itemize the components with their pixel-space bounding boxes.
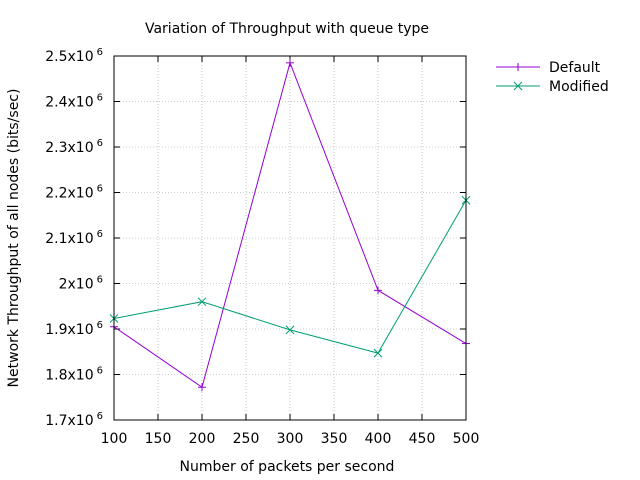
data-point-modified [373,348,383,358]
y-tick-label: 2.3x10 6 [45,138,103,156]
plot-area-border [113,55,467,421]
x-tick-label: 500 [453,431,480,447]
x-tick-label: 300 [277,431,304,447]
legend-item-default: Default [496,60,601,76]
legend-marker-modified [513,81,523,91]
y-tick-label: 2x10 6 [59,275,103,293]
chart-title: Variation of Throughput with queue type [145,21,429,37]
grid-lines [114,56,466,420]
y-tick-label: 1.9x10 6 [45,320,103,338]
y-tick-label: 2.2x10 6 [45,184,103,202]
legend-item-modified: Modified [496,79,609,95]
y-axis-label: Network Throughput of all nodes (bits/se… [6,89,22,388]
x-tick-labels: 100 150 200 250 300 350 400 450 500 [101,431,480,447]
x-tick-label: 200 [189,431,216,447]
data-point-modified [197,297,207,307]
legend-marker-modified [513,81,523,91]
y-tick-label: 2.5x10 6 [45,47,103,65]
x-tick-label: 450 [409,431,436,447]
y-tick-label: 2.4x10 6 [45,93,103,111]
legend-label-modified: Modified [549,79,609,95]
x-tick-label: 400 [365,431,392,447]
series-layer [109,58,471,392]
x-tick-label: 250 [233,431,260,447]
y-tick-labels: 1.7x10 6 1.8x10 6 1.9x10 6 2x10 6 2.1x10 6 2.2x10 6… [45,47,103,429]
data-point-modified [285,325,295,335]
x-tick-label: 150 [145,431,172,447]
x-tick-label: 100 [101,431,128,447]
y-tick-label: 2.1x10 6 [45,229,103,247]
legend-label-default: Default [549,60,601,76]
legend-marker-default [514,63,522,71]
x-axis-label: Number of packets per second [180,459,395,475]
legend: Default Modified [496,60,609,95]
x-tick-label: 350 [321,431,348,447]
y-tick-label: 1.7x10 6 [45,411,103,429]
y-tick-label: 1.8x10 6 [45,366,103,384]
